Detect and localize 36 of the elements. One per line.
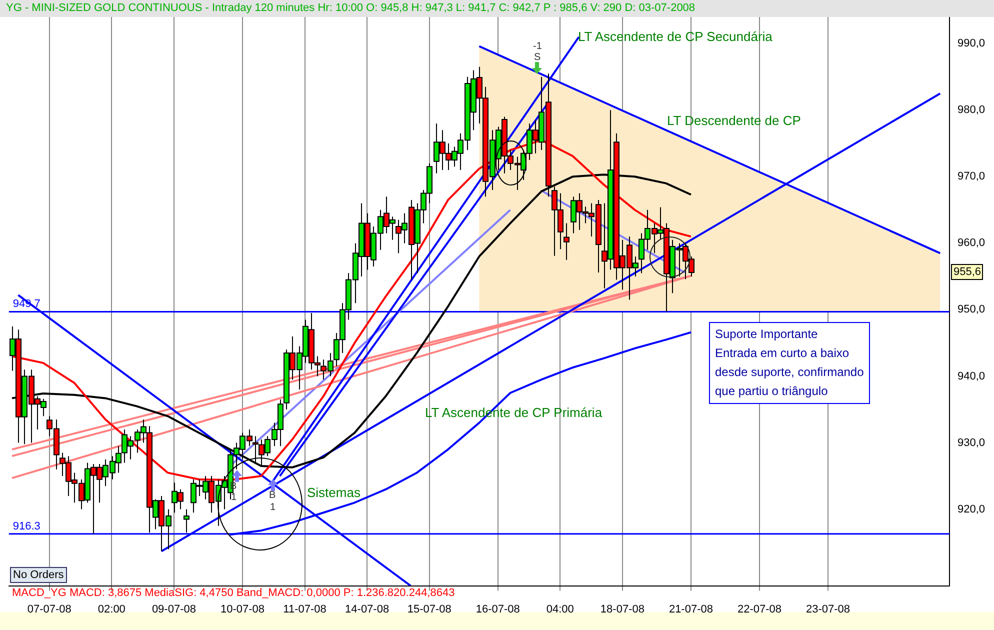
x-tick-label: 07-07-08 <box>27 603 72 616</box>
y-tick-label: 940,0 <box>957 370 986 382</box>
x-tick-label: 16-07-08 <box>476 603 520 616</box>
x-tick-label: 22-07-08 <box>737 603 782 616</box>
x-tick-label: 09-07-08 <box>152 603 196 616</box>
x-tick-label: 11-07-08 <box>283 603 326 616</box>
annotation: Suporte Importante Entrada em curto a baixo desde suporte, confirmando que partiu o triângulo <box>709 322 870 404</box>
x-tick-label: 10-07-08 <box>220 603 264 616</box>
y-tick-label: 930,0 <box>957 436 986 449</box>
x-tick-label: 04:00 <box>546 603 574 616</box>
annotation: S <box>534 51 541 65</box>
y-tick-label: 970,0 <box>957 170 986 183</box>
chart-title: YG - MINI-SIZED GOLD CONTINUOUS - Intraday 120 minutes Hr: 10:00 O: 945,8 H: 947,3 L: 941,7 C: 942,7 P : 985,6 V: 290 D: 03-07-2008 <box>0 0 994 17</box>
x-tick-label: 23-07-08 <box>806 603 850 616</box>
y-tick-label: 950,0 <box>957 304 986 316</box>
annotation: 1 <box>231 491 237 505</box>
y-tick-label: 920,0 <box>957 503 986 516</box>
text: MACD_YG MACD: 3,8675 MediaSIG: 4,4750 Band_MACD: 0,0000 P: 1.236.820.244,8643 <box>12 586 455 599</box>
ref-line-label: 916.3 <box>12 520 40 532</box>
annotation: 955,6 <box>951 264 983 280</box>
annotation: -1 <box>533 40 542 53</box>
annotation: LT Ascendente de CP Secundária <box>578 29 772 44</box>
y-tick-label: 990,0 <box>957 38 986 50</box>
x-tick-label: 02:00 <box>98 603 126 616</box>
annotation: B <box>230 480 237 493</box>
annotation: Sistemas <box>307 485 360 500</box>
annotation: 1 <box>270 501 276 515</box>
y-tick-label: 960,0 <box>957 237 986 250</box>
x-tick-label: 21-07-08 <box>668 603 713 616</box>
annotation: LT Descendente de CP <box>667 113 801 128</box>
annotation: B <box>269 489 276 503</box>
annotation: No Orders <box>10 566 67 583</box>
y-tick-label: 980,0 <box>957 104 986 116</box>
x-tick-label: 18-07-08 <box>600 603 644 616</box>
x-tick-label: 14-07-08 <box>345 603 390 616</box>
x-tick-label: 15-07-08 <box>407 603 452 616</box>
